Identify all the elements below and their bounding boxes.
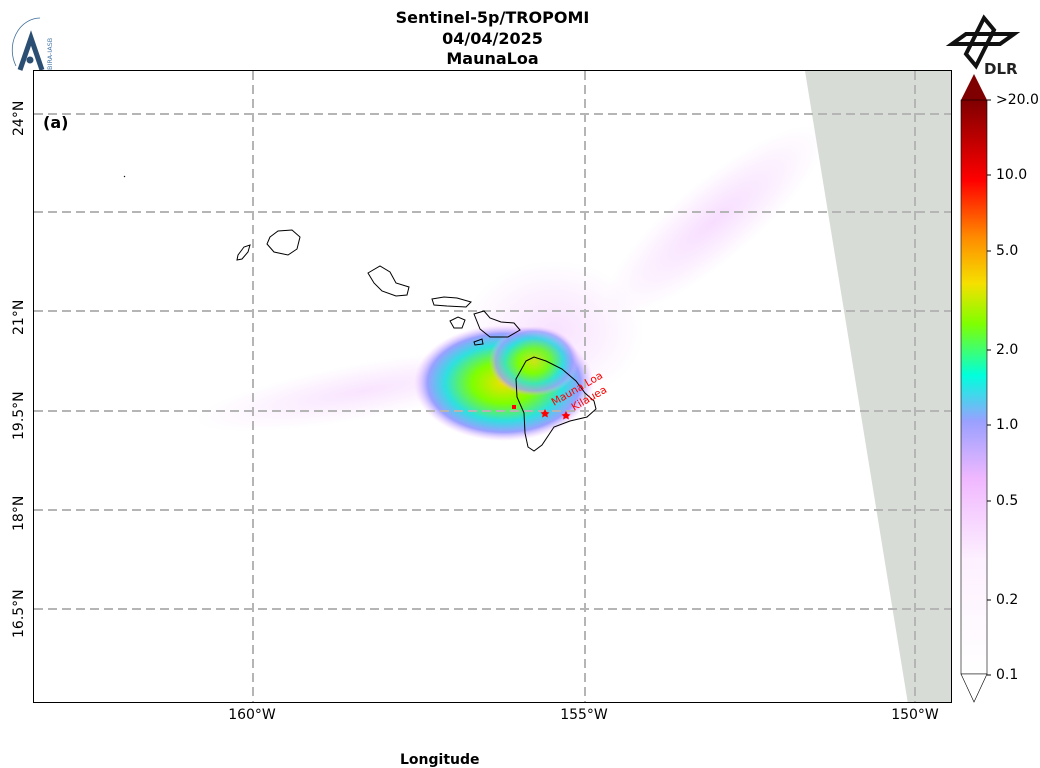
bira-iasb-logo: BIRA-IASB <box>10 14 60 74</box>
kauai-coast <box>266 229 301 256</box>
bira-iasb-logo-text: BIRA-IASB <box>46 38 54 70</box>
colorbar-ticks <box>987 99 991 676</box>
colorbar-tick-0-1: 0.1 <box>996 667 1019 683</box>
molokai-coast <box>431 296 472 308</box>
x-tick-150w: 150°W <box>891 707 939 723</box>
x-axis-label: Longitude <box>400 752 480 768</box>
plume-haze-northeast <box>603 125 825 317</box>
dlr-logo <box>944 14 1024 80</box>
map-area: Mauna Loa Kilauea <box>33 70 952 703</box>
y-tick-19-5n: 19.5°N <box>11 391 27 440</box>
coastlines <box>123 175 597 452</box>
tiny-islet <box>123 175 126 178</box>
hawaii-coast <box>515 356 597 452</box>
chart-title: Sentinel-5p/TROPOMI 04/04/2025 MaunaLoa <box>340 8 645 70</box>
y-tick-24n: 24°N <box>11 100 27 136</box>
x-tick-155w: 155°W <box>560 707 608 723</box>
graticule <box>34 71 951 702</box>
x-tick-160w: 160°W <box>228 707 276 723</box>
dlr-logo-text: DLR <box>984 60 1018 78</box>
kahoolawe-coast <box>473 338 484 346</box>
mauna-loa-star-icon <box>540 409 550 418</box>
kilauea-star-icon <box>561 411 571 420</box>
colorbar-tick-2: 2.0 <box>996 342 1019 358</box>
colorbar <box>958 74 992 704</box>
y-tick-21n: 21°N <box>11 299 27 335</box>
title-line-instrument: Sentinel-5p/TROPOMI <box>395 8 590 27</box>
colorbar-upper-extend <box>961 74 987 100</box>
title-line-date: 04/04/2025 <box>442 28 543 48</box>
colorbar-tick-0-2: 0.2 <box>996 592 1019 608</box>
niihau-coast <box>236 244 251 261</box>
volcano-markers <box>512 405 571 420</box>
maui-coast <box>473 310 521 338</box>
plume-core-2 <box>489 326 579 396</box>
lanai-coast <box>449 316 466 329</box>
title-line-volcano: MaunaLoa <box>446 49 539 68</box>
colorbar-tick-20: >20.0 <box>996 92 1039 108</box>
y-tick-16-5n: 16.5°N <box>11 589 27 638</box>
colorbar-tick-5: 5.0 <box>996 243 1019 259</box>
colorbar-tick-10: 10.0 <box>996 167 1028 183</box>
colorbar-tick-0-5: 0.5 <box>996 493 1019 509</box>
y-tick-18n: 18°N <box>11 495 27 531</box>
vent-marker <box>512 405 516 409</box>
colorbar-lower-extend <box>960 673 988 703</box>
colorbar-body <box>960 99 988 675</box>
panel-label: (a) <box>43 113 69 132</box>
colorbar-tick-1: 1.0 <box>996 417 1019 433</box>
oahu-coast <box>367 265 410 297</box>
